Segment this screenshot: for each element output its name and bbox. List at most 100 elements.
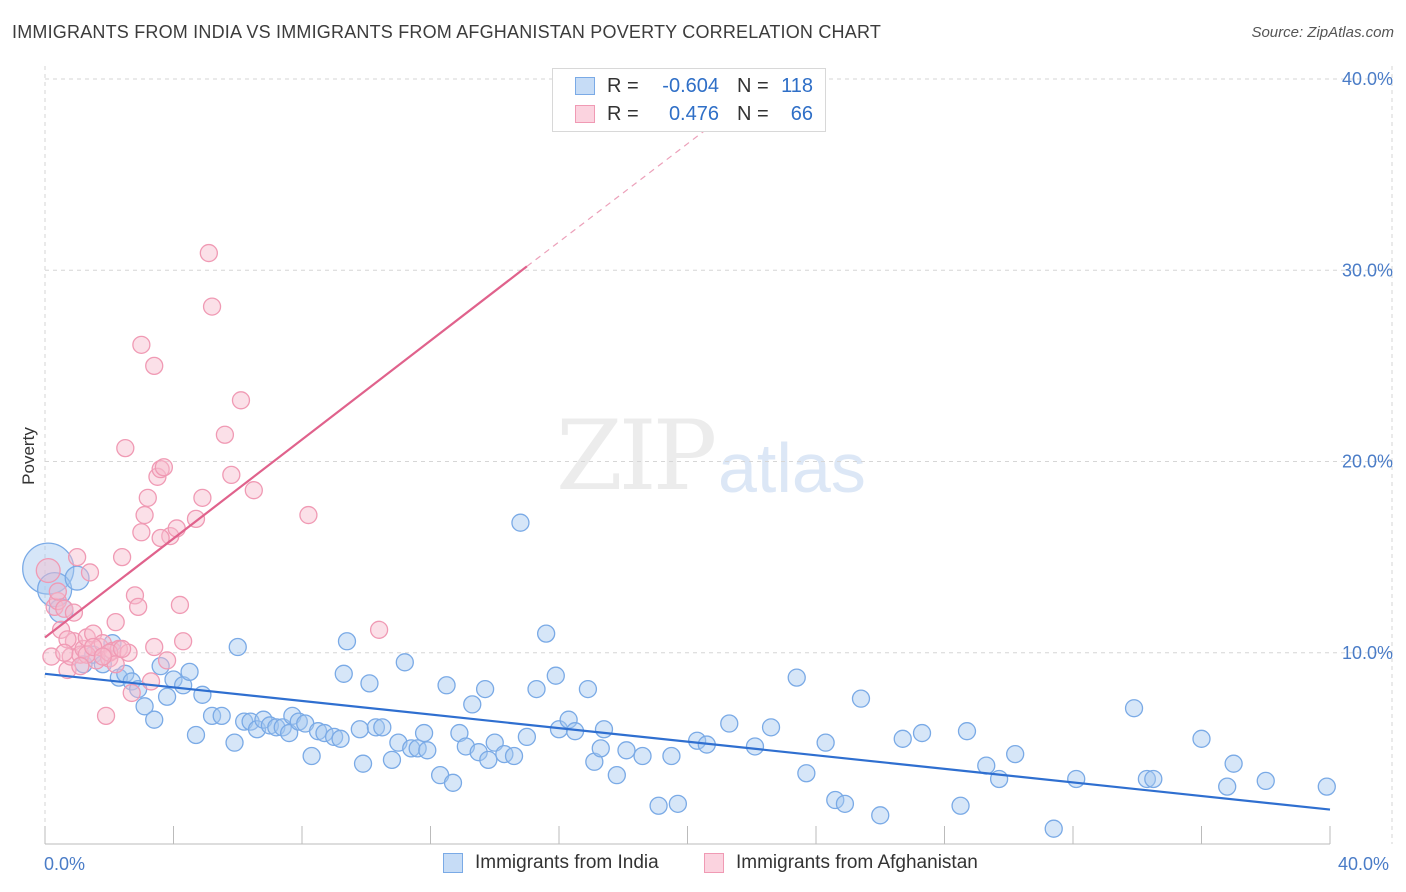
legend-swatch-india bbox=[575, 77, 595, 95]
india-point bbox=[1192, 729, 1211, 748]
india-point bbox=[662, 746, 681, 766]
india-point bbox=[360, 674, 379, 693]
india-point bbox=[511, 513, 530, 532]
afghanistan-point bbox=[299, 505, 318, 525]
india-point bbox=[180, 662, 199, 682]
afghanistan-point bbox=[151, 528, 170, 548]
india-point bbox=[1256, 771, 1275, 791]
india-point bbox=[443, 773, 463, 792]
source-label: Source: ZipAtlas.com bbox=[1251, 24, 1394, 41]
india-point bbox=[517, 727, 537, 747]
india-point bbox=[1137, 769, 1157, 789]
india-point bbox=[1218, 777, 1237, 796]
afghanistan-point bbox=[145, 356, 164, 376]
y-axis-label: Poverty bbox=[19, 427, 38, 485]
afghanistan-point bbox=[51, 620, 71, 639]
afghanistan-point bbox=[116, 438, 135, 458]
legend-swatch-india bbox=[443, 853, 463, 873]
legend-r-value: -0.604 bbox=[662, 74, 719, 97]
india-point bbox=[1144, 769, 1163, 789]
india-point bbox=[504, 746, 524, 766]
india-point bbox=[145, 710, 164, 729]
india-point bbox=[745, 737, 765, 756]
india-point bbox=[331, 729, 350, 748]
afghanistan-point bbox=[80, 563, 100, 582]
afghanistan-point bbox=[96, 706, 116, 726]
india-point bbox=[633, 746, 652, 766]
india-point bbox=[225, 733, 244, 752]
afghanistan-point bbox=[193, 488, 212, 507]
india-point bbox=[414, 723, 434, 743]
legend-item-india[interactable]: Immigrants from India bbox=[443, 852, 659, 874]
x-tick-marks bbox=[44, 826, 1331, 844]
afghanistan-point bbox=[199, 243, 218, 263]
afghanistan-point bbox=[222, 465, 241, 485]
india-point bbox=[1044, 819, 1063, 838]
india-point bbox=[334, 664, 353, 683]
india-point bbox=[402, 739, 421, 758]
india-point bbox=[437, 676, 456, 695]
india-trend-line bbox=[44, 672, 1331, 811]
afghanistan-point bbox=[132, 335, 151, 354]
afghanistan-point bbox=[369, 620, 389, 639]
india-point bbox=[302, 746, 321, 766]
y-tick-label: 40.0% bbox=[1342, 69, 1393, 89]
india-point bbox=[308, 722, 328, 741]
afghanistan-point bbox=[35, 557, 61, 584]
series-india-points bbox=[22, 513, 1336, 838]
afghanistan-point bbox=[106, 613, 125, 632]
x-tick-label-max: 40.0% bbox=[1338, 854, 1389, 874]
india-point bbox=[1067, 769, 1086, 789]
india-point bbox=[315, 723, 334, 743]
india-point bbox=[350, 720, 369, 739]
india-point bbox=[373, 718, 392, 737]
trend-lines bbox=[44, 118, 1331, 811]
india-point bbox=[957, 722, 977, 741]
india-point bbox=[617, 741, 636, 760]
india-point bbox=[607, 766, 626, 785]
legend-item-afghanistan[interactable]: Immigrants from Afghanistan bbox=[704, 852, 978, 874]
india-point bbox=[479, 750, 498, 769]
afghanistan-trend-extension bbox=[526, 118, 720, 267]
legend-row-afghanistan: R = 0.476 N = 66 bbox=[575, 101, 813, 127]
afghanistan-point bbox=[231, 391, 251, 410]
india-point bbox=[418, 741, 437, 760]
india-point bbox=[951, 796, 970, 815]
afghanistan-point bbox=[157, 651, 177, 670]
india-point bbox=[787, 668, 806, 687]
afghanistan-point bbox=[170, 595, 190, 615]
india-point bbox=[228, 637, 247, 657]
x-tick-label-min: 0.0% bbox=[44, 854, 85, 874]
afghanistan-point bbox=[48, 582, 67, 601]
india-point bbox=[594, 720, 614, 739]
legend-r-label: R = bbox=[607, 74, 639, 97]
afghanistan-point bbox=[129, 597, 148, 616]
india-point bbox=[22, 542, 75, 595]
legend-series: Immigrants from India Immigrants from Af… bbox=[0, 852, 1406, 878]
legend-swatch-afghanistan bbox=[575, 105, 595, 123]
india-point bbox=[527, 679, 546, 699]
legend-n-value: 66 bbox=[790, 102, 813, 125]
india-point bbox=[366, 718, 386, 737]
india-point bbox=[212, 706, 231, 726]
india-point bbox=[337, 632, 357, 651]
india-point bbox=[289, 712, 308, 731]
afghanistan-point bbox=[141, 672, 161, 691]
watermark-zip: ZIP bbox=[556, 400, 717, 512]
legend-n-label: N = bbox=[737, 74, 769, 97]
y-tick-label: 30.0% bbox=[1342, 260, 1393, 280]
afghanistan-point bbox=[112, 547, 132, 567]
afghanistan-point bbox=[151, 459, 170, 479]
india-point bbox=[893, 729, 912, 748]
india-point bbox=[382, 750, 402, 769]
afghanistan-point bbox=[167, 519, 186, 538]
india-point bbox=[578, 679, 598, 699]
legend-label-afghanistan: Immigrants from Afghanistan bbox=[736, 852, 978, 873]
india-point bbox=[851, 689, 871, 708]
india-point bbox=[463, 695, 482, 714]
india-point bbox=[720, 714, 739, 733]
india-point bbox=[668, 794, 688, 813]
afghanistan-point bbox=[145, 637, 164, 657]
afghanistan-point bbox=[132, 523, 151, 542]
